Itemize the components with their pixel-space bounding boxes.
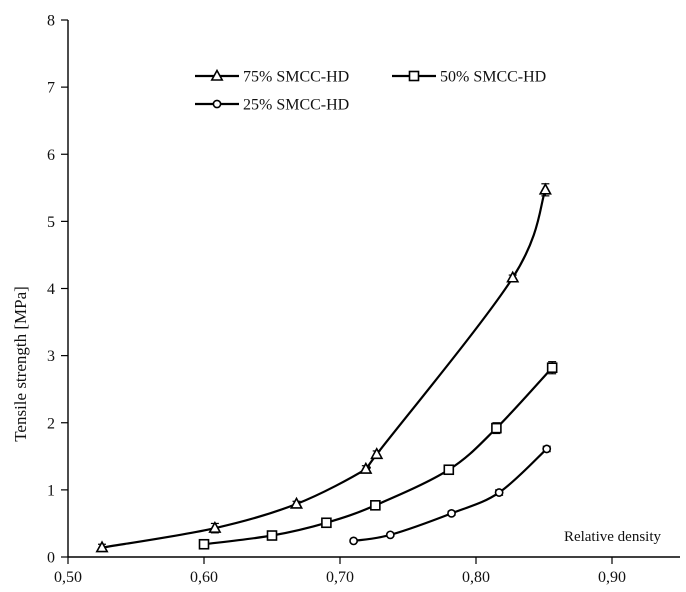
- series-line: [353, 448, 548, 542]
- data-point-square: [198, 538, 210, 550]
- y-tick-label: 5: [47, 214, 55, 231]
- data-point-square: [321, 517, 332, 529]
- data-point-circle: [349, 536, 358, 546]
- data-point-square: [443, 464, 455, 476]
- legend-marker-circle: [212, 99, 222, 109]
- x-tick-label: 0,90: [598, 569, 626, 586]
- y-tick-label: 4: [47, 281, 55, 298]
- y-tick-label: 0: [47, 550, 55, 567]
- y-axis-label: Tensile strength [MPa]: [11, 286, 30, 442]
- legend-marker-square: [408, 70, 420, 82]
- y-tick-label: 3: [47, 348, 55, 365]
- data-point-square: [266, 530, 278, 541]
- x-tick-label: 0,70: [326, 569, 354, 586]
- series-square: [198, 361, 558, 550]
- x-ticks: 0,50 0,60 0,70 0,80 0,90: [54, 557, 626, 586]
- data-point-square: [546, 362, 558, 374]
- x-tick-label: 0,60: [190, 569, 218, 586]
- legend-item: 50% SMCC-HD: [392, 69, 546, 86]
- legend-label: 75% SMCC-HD: [243, 69, 349, 86]
- legend-item: 25% SMCC-HD: [195, 97, 349, 114]
- data-point-square: [491, 422, 502, 434]
- data-point-circle: [385, 530, 395, 540]
- legend-label: 50% SMCC-HD: [440, 69, 546, 86]
- legend-item: 75% SMCC-HD: [195, 69, 349, 86]
- y-tick-label: 6: [47, 147, 55, 164]
- data-point-triangle: [506, 270, 520, 283]
- series-circle: [349, 444, 552, 546]
- series-triangle: [95, 182, 552, 553]
- data-point-triangle: [289, 496, 304, 509]
- data-point-square: [370, 500, 381, 511]
- x-axis-label: Relative density: [564, 529, 662, 545]
- legend-marker-triangle: [210, 68, 224, 81]
- data-point-triangle: [538, 182, 552, 195]
- y-tick-label: 1: [47, 482, 55, 499]
- data-point-triangle: [95, 540, 109, 553]
- series-layer: [95, 182, 558, 553]
- legend-label: 25% SMCC-HD: [243, 97, 349, 114]
- legend: 75% SMCC-HD 50% SMCC-HD 25% SMCC-HD: [195, 69, 546, 114]
- data-point-circle: [494, 488, 504, 497]
- series-line: [101, 189, 547, 549]
- plot-axes: [67, 20, 680, 558]
- x-tick-label: 0,50: [54, 569, 82, 586]
- y-tick-label: 2: [47, 415, 55, 432]
- data-point-triangle: [208, 520, 222, 533]
- data-point-triangle: [370, 447, 384, 460]
- data-point-circle: [447, 508, 456, 518]
- data-point-triangle: [359, 461, 373, 474]
- x-tick-label: 0,80: [462, 569, 490, 586]
- y-tick-label: 7: [47, 80, 55, 97]
- data-point-circle: [542, 444, 552, 454]
- y-ticks: 0 1 2 3 4 5 6 7 8: [47, 13, 68, 567]
- y-tick-label: 8: [47, 13, 55, 30]
